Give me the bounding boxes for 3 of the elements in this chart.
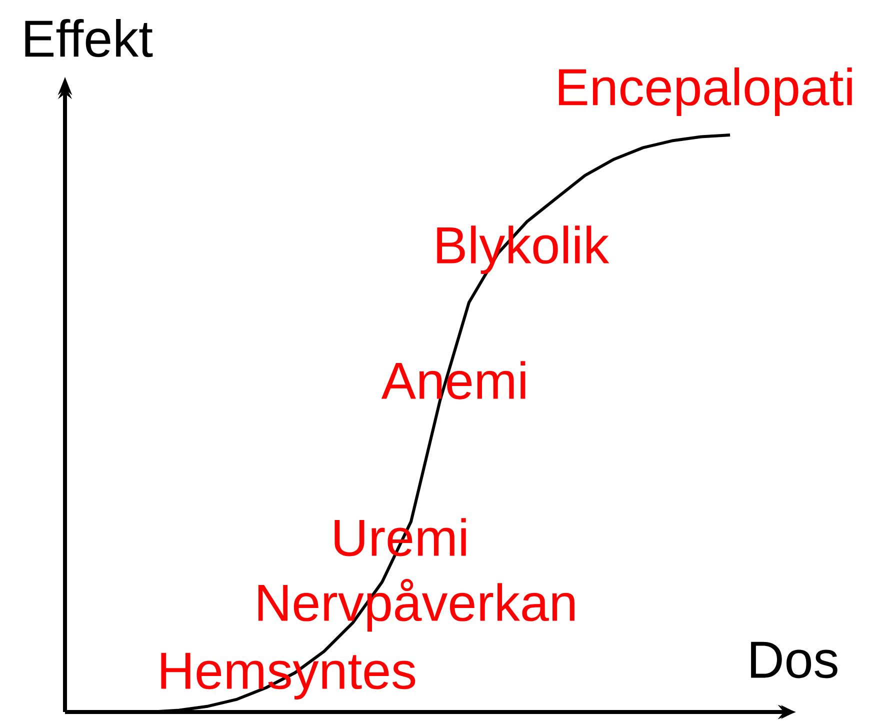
text: Encepalopati — [558, 68, 852, 116]
y-axis-title: Effekt — [25, 18, 153, 58]
x-axis-title: Dos — [751, 642, 838, 678]
